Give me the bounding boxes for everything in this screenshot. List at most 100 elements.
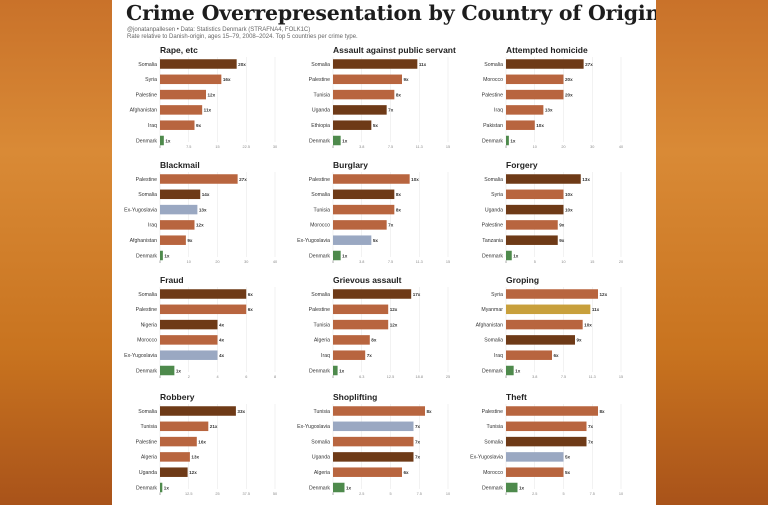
category-label: Afghanistan bbox=[476, 322, 504, 328]
value-label: 17x bbox=[413, 292, 421, 297]
value-label: 20x bbox=[238, 62, 246, 67]
bar bbox=[333, 250, 341, 261]
value-label: 7x bbox=[388, 223, 394, 228]
bar bbox=[506, 74, 564, 85]
value-label: 1x bbox=[510, 138, 516, 143]
value-label: 7x bbox=[388, 108, 394, 113]
chart-card: Crime Overrepresentation by Country of O… bbox=[112, 0, 656, 505]
value-label: 11x bbox=[419, 62, 427, 67]
bar bbox=[506, 189, 564, 200]
category-label: Syria bbox=[491, 292, 503, 298]
value-label: 10x bbox=[411, 177, 419, 182]
category-label: Tunisia bbox=[140, 424, 157, 430]
tick-label: 4 bbox=[216, 375, 218, 379]
panel-title: Groping bbox=[506, 275, 539, 285]
tick-label: 6.3 bbox=[359, 375, 364, 379]
tick-label: 0 bbox=[505, 260, 507, 264]
category-label: Uganda bbox=[139, 470, 157, 476]
bar bbox=[333, 120, 372, 130]
value-label: 1x bbox=[342, 253, 348, 258]
bar bbox=[506, 482, 518, 493]
tick-label: 15 bbox=[446, 260, 450, 264]
bar bbox=[160, 421, 209, 432]
value-label: 16x bbox=[198, 439, 206, 444]
value-label: 16x bbox=[223, 77, 231, 82]
bar bbox=[333, 482, 345, 493]
tick-label: 0 bbox=[332, 375, 334, 379]
value-label: 5x bbox=[373, 123, 379, 128]
tick-label: 20 bbox=[619, 260, 623, 264]
category-label: Tunisia bbox=[313, 322, 330, 328]
chart-panel: Assault against public servant 0 3.8 7.5 11.… bbox=[309, 45, 456, 149]
category-label: Pakistan bbox=[483, 123, 503, 129]
category-label: Tunisia bbox=[313, 409, 330, 415]
bar bbox=[160, 250, 163, 261]
value-label: 6x bbox=[404, 470, 410, 475]
category-label: Somalia bbox=[484, 177, 503, 183]
value-label: 7x bbox=[367, 353, 373, 358]
value-label: 10x bbox=[536, 123, 544, 128]
category-label: Palestine bbox=[309, 77, 330, 83]
chart-panel: Rape, etc 0 7.5 15 22.5 30 Somalia 20x Syria 16x P… bbox=[130, 45, 278, 149]
chart-panel: Theft 0 2.5 5 7.5 10 Palestine 8x Tunisia 7x Somal… bbox=[470, 392, 623, 496]
tick-label: 8 bbox=[274, 375, 276, 379]
tick-label: 5 bbox=[389, 492, 391, 496]
value-label: 10x bbox=[565, 192, 573, 197]
bar bbox=[160, 467, 188, 477]
tick-label: 7.5 bbox=[388, 260, 393, 264]
method-note: Rate relative to Danish-origin, ages 15–… bbox=[127, 34, 358, 40]
category-label: Somalia bbox=[484, 439, 503, 445]
value-label: 9x bbox=[577, 338, 583, 343]
bar bbox=[333, 174, 410, 184]
chart-panel: Shoplifting 0 2.5 5 7.5 10 Tunisia 8x Ex-Yugosla… bbox=[297, 392, 450, 496]
category-label: Iraq bbox=[148, 123, 157, 129]
category-label: Uganda bbox=[312, 455, 330, 461]
bar bbox=[160, 59, 237, 69]
category-label: Denmark bbox=[482, 485, 503, 491]
value-label: 4x bbox=[219, 338, 225, 343]
value-label: 5x bbox=[373, 238, 379, 243]
bar bbox=[506, 406, 598, 416]
category-label: Uganda bbox=[485, 207, 503, 213]
panel-title: Blackmail bbox=[160, 160, 200, 170]
category-label: Somalia bbox=[311, 292, 330, 298]
tick-label: 15 bbox=[619, 375, 623, 379]
category-label: Algeria bbox=[314, 470, 330, 476]
bar bbox=[160, 174, 238, 184]
bar bbox=[506, 135, 509, 146]
value-label: 33x bbox=[237, 409, 245, 414]
bar bbox=[160, 120, 195, 130]
value-label: 7x bbox=[588, 424, 594, 429]
category-label: Syria bbox=[491, 192, 503, 198]
tick-label: 5 bbox=[534, 260, 536, 264]
value-label: 1x bbox=[342, 138, 348, 143]
value-label: 8x bbox=[396, 207, 402, 212]
bar bbox=[160, 135, 164, 146]
bar bbox=[506, 304, 591, 315]
value-label: 1x bbox=[346, 485, 352, 490]
bar bbox=[333, 421, 414, 432]
tick-label: 0 bbox=[332, 145, 334, 149]
category-label: Somalia bbox=[311, 192, 330, 198]
panel-title: Shoplifting bbox=[333, 392, 377, 402]
bar bbox=[333, 467, 402, 477]
value-label: 20x bbox=[565, 92, 573, 97]
bar bbox=[506, 319, 583, 330]
bar bbox=[333, 350, 366, 360]
value-label: 1x bbox=[164, 485, 170, 490]
value-label: 13x bbox=[545, 108, 553, 113]
bar bbox=[160, 105, 203, 115]
category-label: Ethiopia bbox=[311, 123, 330, 129]
category-label: Palestine bbox=[136, 177, 157, 183]
bar bbox=[160, 189, 201, 200]
category-label: Denmark bbox=[136, 138, 157, 144]
category-label: Tanzania bbox=[482, 238, 503, 244]
value-label: 13x bbox=[191, 455, 199, 460]
tick-label: 50 bbox=[273, 492, 277, 496]
tick-label: 2.5 bbox=[532, 492, 537, 496]
bar bbox=[333, 235, 372, 245]
tick-label: 10 bbox=[533, 145, 537, 149]
bar bbox=[160, 89, 206, 100]
tick-label: 15 bbox=[446, 145, 450, 149]
bar bbox=[160, 220, 195, 230]
